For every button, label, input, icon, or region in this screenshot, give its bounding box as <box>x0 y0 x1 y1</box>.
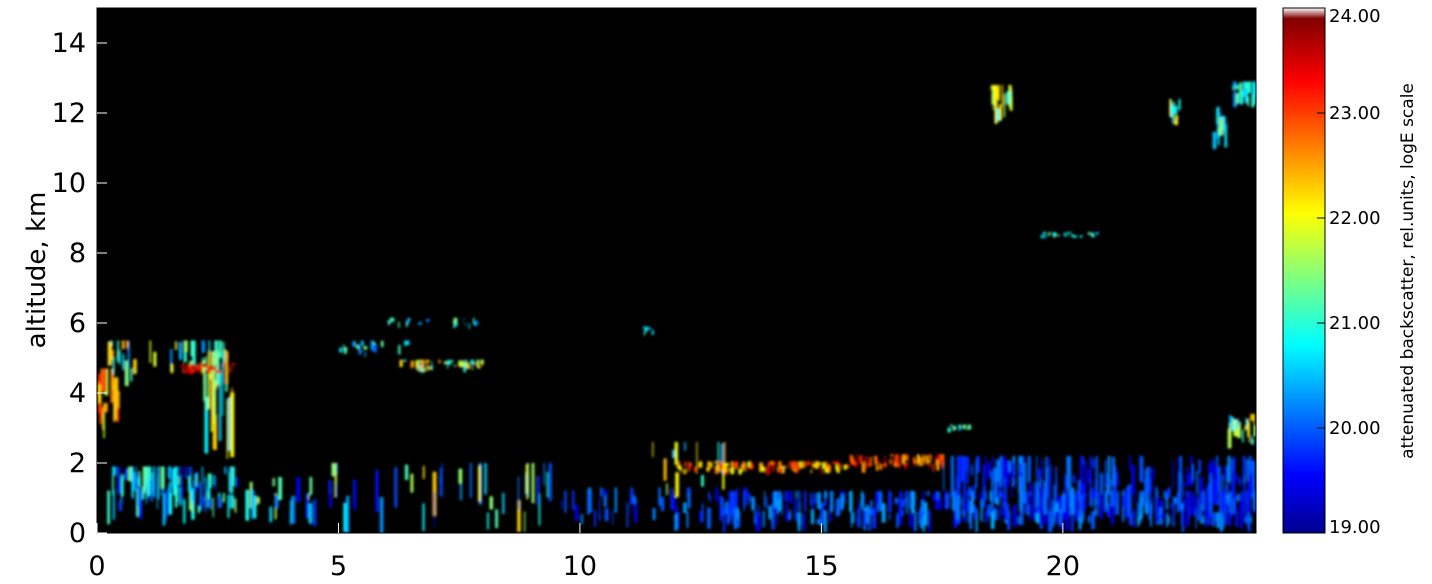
cloud-left-column <box>203 351 235 459</box>
y-tick-label: 4 <box>69 378 86 409</box>
cirrus-4 <box>1232 81 1256 108</box>
mid-speck <box>642 326 655 336</box>
cirrus-3 <box>1212 106 1228 150</box>
x-tick-label: 20 <box>1046 551 1080 582</box>
colorbar-tick-label: 23.00 <box>1329 103 1381 124</box>
x-tick-label: 10 <box>563 551 597 582</box>
cloud-3km <box>947 424 972 433</box>
bl-sparse-1 <box>234 477 331 527</box>
plot-frame <box>96 7 1257 534</box>
y-axis-label: altitude, km <box>22 192 52 349</box>
colorbar-tick-label: 22.00 <box>1329 208 1381 229</box>
bl-blue-2 <box>724 491 1256 533</box>
colorbar-tick-label: 24.00 <box>1329 6 1381 27</box>
colorbar-tick-label: 19.00 <box>1329 517 1381 538</box>
x-tick-label: 15 <box>804 551 838 582</box>
y-tick-label: 6 <box>69 308 86 339</box>
colorbar-tick-label: 20.00 <box>1329 418 1381 439</box>
y-tick-label: 14 <box>52 28 86 59</box>
cirrus-2 <box>1169 99 1181 126</box>
bl-top-2 <box>849 454 945 473</box>
axes: 0 5 10 15 20 0 2 4 6 8 10 12 14 <box>52 7 1257 582</box>
heatmap-texture <box>97 81 1256 533</box>
colorbar-ticks: 19.00 20.00 21.00 22.00 23.00 24.00 <box>1317 6 1381 538</box>
mid-layer-3 <box>387 317 479 330</box>
colorbar <box>1282 7 1326 534</box>
cloud-8km <box>1040 232 1099 239</box>
bl-blue-3 <box>943 456 1256 531</box>
bl-top-1 <box>677 461 849 475</box>
bl-left <box>107 466 235 526</box>
cloud-right-3km <box>1227 414 1256 449</box>
y-tick-label: 8 <box>69 238 86 269</box>
backscatter-heatmap <box>97 81 1256 533</box>
bl-sparse-3 <box>652 442 726 498</box>
mid-layer-1 <box>339 340 410 358</box>
y-tick-label: 10 <box>52 168 86 199</box>
x-tick-label: 0 <box>88 551 105 582</box>
cirrus-1 <box>990 85 1013 124</box>
cloud-left-core <box>181 363 236 375</box>
y-tick-label: 0 <box>69 518 86 549</box>
y-tick-label: 2 <box>69 448 86 479</box>
bl-sparse-2 <box>329 463 552 533</box>
y-tick-label: 12 <box>52 98 86 129</box>
colorbar-label: attenuated backscatter, rel.units, logE … <box>1398 83 1418 459</box>
mid-layer-2 <box>399 359 484 373</box>
x-tick-label: 5 <box>330 551 347 582</box>
colorbar-tick-label: 21.00 <box>1329 313 1381 334</box>
